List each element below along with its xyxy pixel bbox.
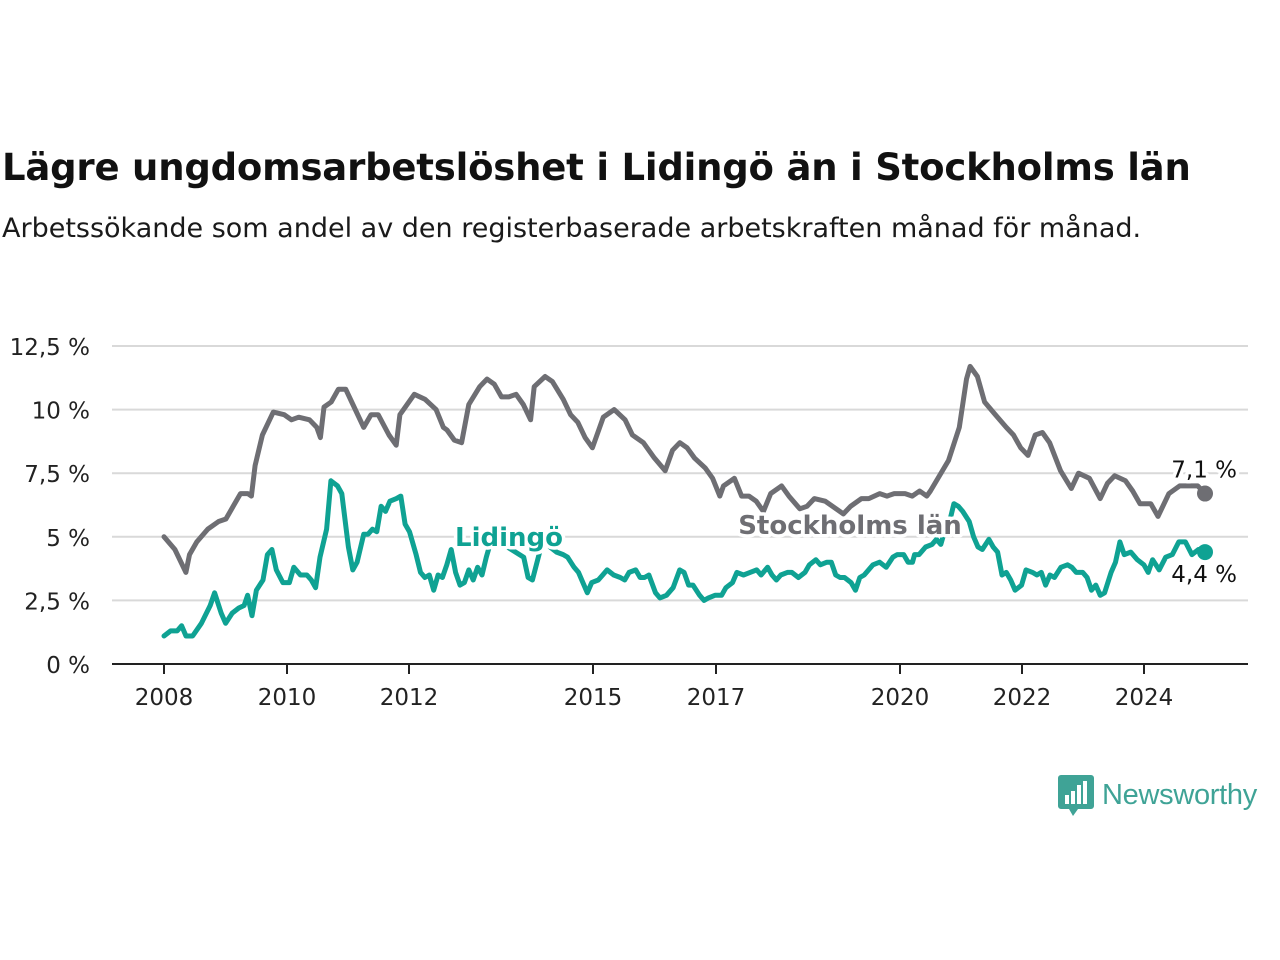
lidingo-end-label-halo: 4,4 % (1171, 562, 1237, 588)
stockholm-series-label: Stockholms län (738, 511, 962, 541)
series-labels: 7,1 %7,1 %4,4 %4,4 %Stockholms länStockh… (452, 454, 1241, 592)
x-tick-label: 2010 (258, 685, 317, 711)
x-tick-label: 2012 (380, 685, 439, 711)
stockholm-end-label: 7,1 % (1171, 458, 1237, 484)
lidingo-end-point (1197, 544, 1213, 561)
y-axis: 0 % 2,5 % 5 % 7,5 % 10 % 12,5 % (10, 335, 90, 679)
brand-name: Newsworthy (1102, 778, 1257, 811)
lidingo-series-label-halo: Lidingö (455, 523, 563, 553)
chart-title: Lägre ungdomsarbetslöshet i Lidingö än i… (2, 146, 1191, 189)
grid-lines (112, 345, 1248, 602)
y-tick-label: 5 % (46, 526, 90, 552)
x-tick-label: 2020 (871, 685, 930, 711)
stockholm-line (161, 363, 1208, 575)
x-tick-label: 2008 (135, 685, 194, 711)
lidingo-end-label: 4,4 % (1171, 562, 1237, 588)
stockholm-end-point (1197, 485, 1213, 502)
x-tick-label: 2022 (993, 685, 1052, 711)
x-tick-label: 2015 (564, 685, 623, 711)
stockholm-end-label-halo: 7,1 % (1171, 458, 1237, 484)
x-tick-label: 2024 (1115, 685, 1174, 711)
chart-subtitle: Arbetssökande som andel av den registerb… (2, 213, 1142, 244)
bar-chart-icon (1058, 775, 1094, 816)
y-tick-label: 10 % (32, 399, 90, 425)
y-tick-label: 7,5 % (24, 462, 90, 488)
y-tick-label: 0 % (46, 653, 90, 679)
line-chart: 0 %2,5 %5 %7,5 %10 %12,5 % 2008 2010 2012 2… (10, 335, 1248, 711)
x-tick-label: 2017 (687, 685, 746, 711)
lidingo-line (161, 478, 1208, 639)
series-lines (161, 363, 1208, 639)
y-tick-label: 2,5 % (24, 589, 90, 615)
y-tick-label: 12,5 % (10, 335, 90, 361)
newsworthy-logo[interactable]: Newsworthy (1058, 773, 1257, 817)
stockholm-series-label-halo: Stockholms län (738, 511, 962, 541)
lidingo-series-label: Lidingö (455, 523, 563, 553)
x-axis: 2008 2010 2012 2015 2017 2020 2022 2024 (112, 663, 1248, 711)
